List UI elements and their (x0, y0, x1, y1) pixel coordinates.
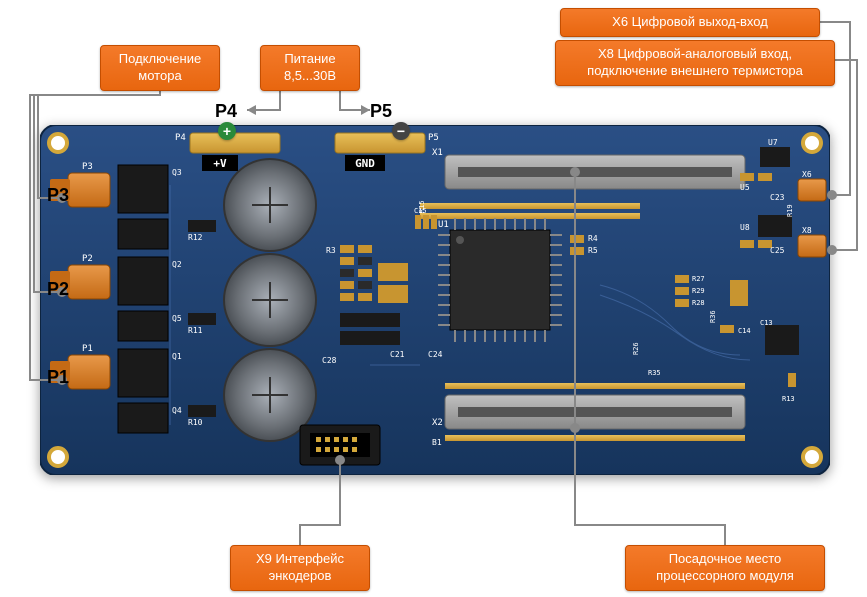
svg-text:R27: R27 (692, 275, 705, 283)
vplus-label: +V (213, 157, 227, 170)
p5-label: P5 (370, 101, 392, 122)
svg-text:C23: C23 (770, 193, 785, 202)
socket-x2 (445, 395, 745, 429)
svg-text:X6: X6 (802, 170, 812, 179)
callout-x8-l2: подключение внешнего термистора (587, 63, 803, 78)
svg-text:C21: C21 (390, 350, 405, 359)
p4-label: P4 (215, 101, 237, 122)
p2-label: P2 (47, 279, 69, 300)
svg-text:X8: X8 (802, 226, 812, 235)
svg-text:R15: R15 (418, 200, 426, 213)
callout-cpu-l1: Посадочное место (669, 551, 782, 566)
callout-cpu: Посадочное место процессорного модуля (625, 545, 825, 591)
svg-text:R3: R3 (326, 246, 336, 255)
svg-text:R29: R29 (692, 287, 705, 295)
callout-x9-l2: энкодеров (269, 568, 332, 583)
svg-text:R12: R12 (188, 233, 203, 242)
callout-x9-l1: X9 Интерфейс (256, 551, 344, 566)
svg-text:U1: U1 (438, 220, 449, 230)
p3-label: P3 (47, 185, 69, 206)
callout-power-l2: 8,5...30В (284, 68, 336, 83)
svg-text:U5: U5 (740, 183, 750, 192)
svg-text:U8: U8 (740, 223, 750, 232)
socket-x1 (445, 155, 745, 189)
callout-x9: X9 Интерфейс энкодеров (230, 545, 370, 591)
svg-text:R10: R10 (188, 418, 203, 427)
mosfet-row-1 (118, 349, 168, 433)
svg-text:P5: P5 (428, 133, 439, 143)
svg-text:R28: R28 (692, 299, 705, 307)
svg-text:R36: R36 (709, 310, 717, 323)
plus-badge: + (218, 122, 236, 141)
callout-x6: X6 Цифровой выход-вход (560, 8, 820, 37)
callout-cpu-l2: процессорного модуля (656, 568, 794, 583)
callout-power: Питание 8,5...30В (260, 45, 360, 91)
svg-text:R5: R5 (588, 246, 598, 255)
svg-text:Q4: Q4 (172, 406, 182, 415)
x9-header (300, 425, 380, 465)
svg-text:R4: R4 (588, 234, 598, 243)
svg-text:B1: B1 (432, 438, 442, 447)
svg-text:R26: R26 (632, 342, 640, 355)
svg-text:C28: C28 (322, 356, 337, 365)
mosfet-row-3 (118, 165, 168, 249)
gnd-label: GND (355, 157, 375, 170)
svg-text:P4: P4 (175, 133, 186, 143)
p1-label: P1 (47, 367, 69, 388)
callout-motor-l1: Подключение (119, 51, 201, 66)
callout-x8: X8 Цифровой-аналоговый вход, подключение… (555, 40, 835, 86)
mcu-u1 (438, 218, 562, 342)
svg-text:Q2: Q2 (172, 260, 182, 269)
svg-text:R11: R11 (188, 326, 203, 335)
svg-text:Q1: Q1 (172, 352, 182, 361)
callout-x6-text: X6 Цифровой выход-вход (612, 14, 768, 29)
svg-text:Q5: Q5 (172, 314, 182, 323)
callout-power-l1: Питание (284, 51, 335, 66)
svg-text:R13: R13 (782, 395, 795, 403)
svg-text:C25: C25 (770, 246, 785, 255)
svg-text:C14: C14 (738, 327, 751, 335)
svg-text:X1: X1 (432, 148, 443, 158)
svg-text:P3: P3 (82, 162, 93, 172)
connector-x6 (798, 179, 826, 201)
svg-text:R19: R19 (786, 204, 794, 217)
pcb-board: +V GND P4 P5 P3 P2 P1 Q3 Q2 Q5 Q1 Q4 R12… (40, 125, 830, 475)
svg-text:X2: X2 (432, 418, 443, 428)
svg-text:P2: P2 (82, 254, 93, 264)
connector-x8 (798, 235, 826, 257)
svg-text:C24: C24 (428, 350, 443, 359)
svg-text:P1: P1 (82, 344, 93, 354)
svg-text:Q3: Q3 (172, 168, 182, 177)
mosfet-row-2 (118, 257, 168, 341)
svg-text:U7: U7 (768, 138, 778, 147)
callout-motor-l2: мотора (138, 68, 181, 83)
callout-x8-l1: X8 Цифровой-аналоговый вход, (598, 46, 792, 61)
callout-motor: Подключение мотора (100, 45, 220, 91)
minus-badge: − (392, 122, 410, 141)
svg-text:R35: R35 (648, 369, 661, 377)
